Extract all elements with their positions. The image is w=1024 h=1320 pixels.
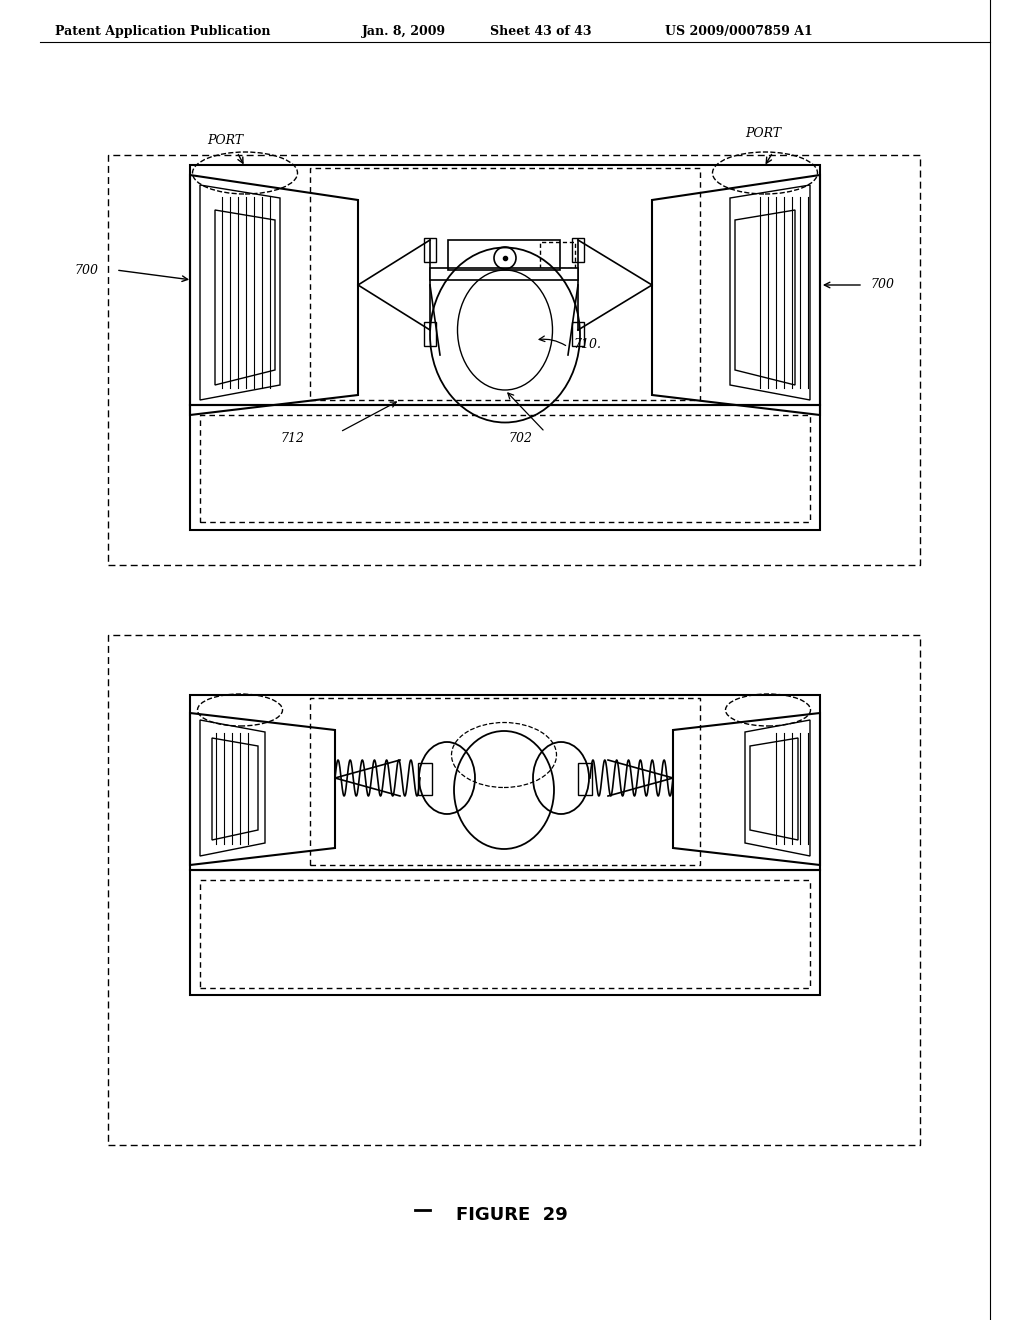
Text: Sheet 43 of 43: Sheet 43 of 43	[490, 25, 592, 38]
Text: 700: 700	[870, 279, 894, 292]
Text: US 2009/0007859 A1: US 2009/0007859 A1	[665, 25, 813, 38]
Text: FIGURE  29: FIGURE 29	[456, 1206, 568, 1224]
Text: Jan. 8, 2009: Jan. 8, 2009	[362, 25, 446, 38]
Text: PORT: PORT	[745, 127, 781, 140]
Text: 712: 712	[280, 432, 304, 445]
Text: 702: 702	[508, 432, 532, 445]
Polygon shape	[430, 268, 578, 280]
Text: 700: 700	[74, 264, 98, 276]
Text: 710.: 710.	[573, 338, 601, 351]
Text: Patent Application Publication: Patent Application Publication	[55, 25, 270, 38]
Text: PORT: PORT	[207, 135, 243, 147]
